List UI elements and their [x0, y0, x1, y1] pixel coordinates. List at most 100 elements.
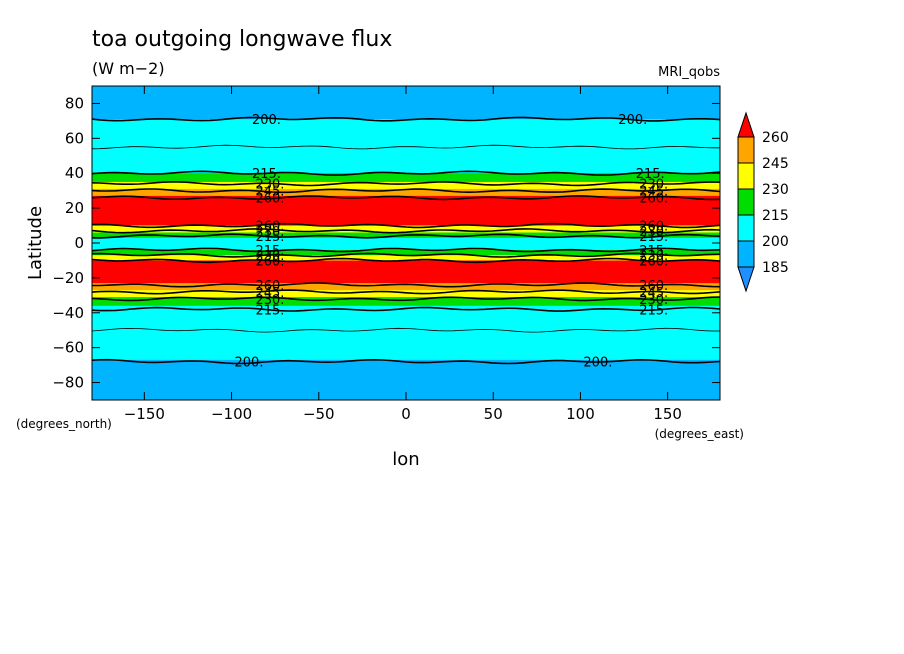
- contour-label: 260.: [255, 254, 284, 269]
- colorbar-box: [737, 162, 755, 190]
- y-tick-label: 80: [65, 94, 84, 112]
- filled-contour-area: [92, 86, 720, 401]
- colorbar-box: [737, 240, 755, 268]
- y-units-label: (degrees_north): [16, 417, 112, 431]
- contour-label: 260.: [639, 220, 668, 235]
- contour-line-1: [91, 144, 720, 150]
- y-tick-label: −60: [52, 339, 84, 357]
- contour-lines: [91, 116, 721, 365]
- band-13: [92, 290, 720, 298]
- colorbar-label: 215: [762, 208, 789, 224]
- x-axis-ticks: −150 −100 −50 0 50 100 150: [124, 86, 682, 423]
- contour-line-7: [91, 228, 721, 234]
- band-14: [92, 297, 720, 307]
- band-3: [92, 181, 720, 190]
- contour-label: 245.: [255, 286, 284, 301]
- contour-label: 260.: [639, 254, 668, 269]
- contour-line-6: [91, 222, 721, 229]
- contour-label: 230.: [639, 178, 668, 193]
- contour-label: 215.: [255, 230, 284, 245]
- x-tick-label: −50: [303, 405, 335, 423]
- contour-label: 200.: [235, 356, 264, 371]
- contour-label: 215.: [255, 244, 284, 259]
- band-9: [92, 249, 720, 256]
- chart-title: toa outgoing longwave flux: [92, 27, 392, 52]
- y-tick-label: −80: [52, 374, 84, 392]
- x-axis-label: lon: [392, 449, 419, 470]
- contour-label: 200.: [252, 113, 281, 128]
- colorbar-box: [737, 214, 755, 242]
- contour-line-10: [91, 252, 721, 258]
- y-tick-label: −40: [52, 304, 84, 322]
- x-tick-label: −150: [124, 405, 165, 423]
- band-15: [92, 305, 720, 314]
- contour-label: 230.: [255, 293, 284, 308]
- band-12: [92, 283, 720, 291]
- contour-line-2: [91, 170, 721, 176]
- contour-line-4: [91, 188, 721, 194]
- contour-line-17: [91, 358, 721, 365]
- x-tick-label: 0: [401, 405, 411, 423]
- model-label: MRI_qobs: [658, 65, 720, 80]
- band-6: [92, 225, 720, 233]
- chart-units: (W m−2): [92, 59, 165, 78]
- contour-line-15: [91, 306, 721, 312]
- colorbar-arrow-bottom: [737, 266, 755, 293]
- y-axis-label: Latitude: [25, 206, 46, 280]
- y-tick-label: 20: [65, 199, 84, 217]
- contour-label: 260.: [639, 192, 668, 207]
- contour-line-16: [91, 327, 720, 333]
- colorbar-label: 245: [762, 156, 789, 172]
- y-tick-label: −20: [52, 269, 84, 287]
- contour-line-11: [91, 257, 721, 264]
- y-tick-label: 0: [74, 234, 84, 252]
- band-5: [92, 195, 720, 226]
- colorbar: 185 200 215 230 245 260: [737, 111, 789, 293]
- contour-label: 215.: [639, 244, 668, 259]
- contour-label: 245.: [255, 185, 284, 200]
- band-8: [92, 237, 720, 251]
- y-tick-label: 60: [65, 129, 84, 147]
- contour-label: 245.: [639, 185, 668, 200]
- contour-label: 215.: [636, 167, 665, 182]
- x-tick-label: −100: [211, 405, 252, 423]
- contour-line-9: [91, 247, 721, 253]
- contour-label: 200.: [618, 113, 647, 128]
- colorbar-box: [737, 188, 755, 216]
- y-axis-ticks: −80 −60 −40 −20 0 20 40 60 80: [52, 94, 720, 392]
- x-tick-label: 150: [653, 405, 682, 423]
- contour-label: 215.: [252, 167, 281, 182]
- colorbar-label: 230: [762, 182, 789, 198]
- contour-line-0: [91, 116, 721, 122]
- band-2: [92, 173, 720, 183]
- contour-labels: 200. 200.215. 215.230. 230.245. 245.260. 260.…: [235, 113, 669, 370]
- colorbar-label: 260: [762, 130, 789, 146]
- band-4: [92, 188, 720, 197]
- x-units-label: (degrees_east): [655, 427, 744, 441]
- x-tick-label: 50: [484, 405, 503, 423]
- contour-label: 260.: [255, 220, 284, 235]
- contour-label: 260.: [255, 279, 284, 294]
- contour-label: 230.: [255, 225, 284, 240]
- contour-label: 230.: [255, 249, 284, 264]
- band-11: [92, 260, 720, 284]
- contour-label: 260.: [255, 192, 284, 207]
- contour-line-8: [91, 233, 721, 239]
- contour-line-12: [92, 282, 721, 288]
- contour-label: 230.: [639, 225, 668, 240]
- contour-label: 215.: [255, 303, 284, 318]
- colorbar-label: 200: [762, 234, 789, 250]
- band-16: [92, 312, 720, 361]
- contour-line-13: [91, 289, 721, 295]
- colorbar-box: [737, 136, 755, 164]
- contour-label: 200.: [583, 356, 612, 371]
- contour-label: 215.: [639, 230, 668, 245]
- contour-line-14: [91, 296, 721, 302]
- contour-label: 245.: [639, 286, 668, 301]
- colorbar-label: 185: [762, 260, 789, 276]
- contour-label: 215.: [639, 303, 668, 318]
- contour-label: 260.: [639, 279, 668, 294]
- contour-line-3: [91, 181, 721, 187]
- contour-label: 230.: [639, 249, 668, 264]
